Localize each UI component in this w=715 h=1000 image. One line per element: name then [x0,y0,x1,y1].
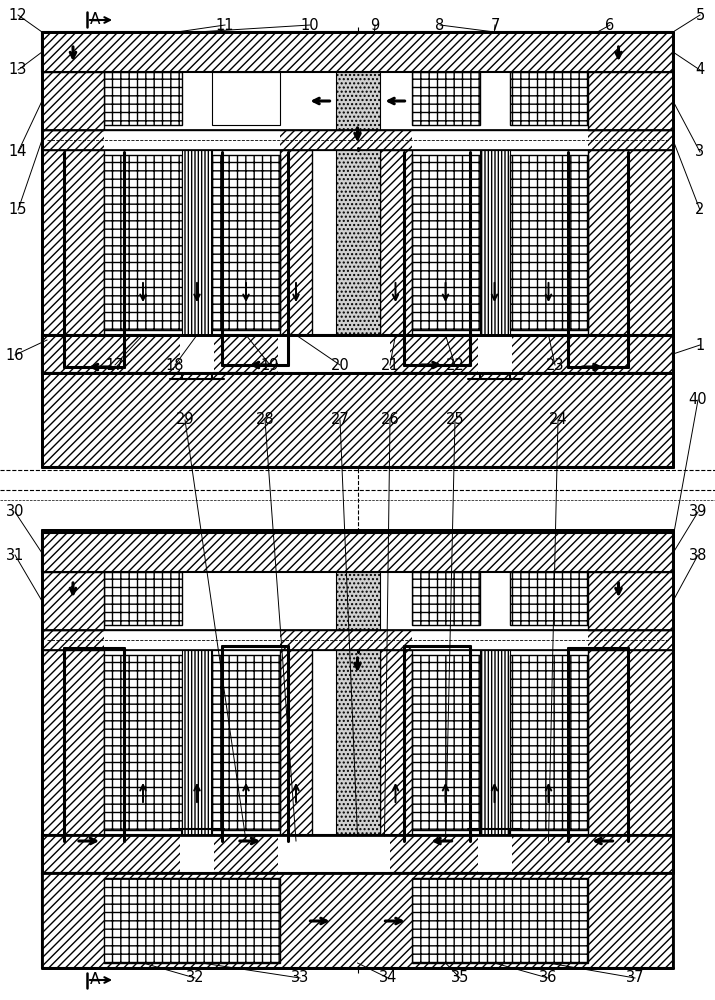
Text: 2: 2 [695,202,705,218]
Text: 38: 38 [689,548,707,562]
Bar [212,155,280,330]
Bar [104,630,280,650]
Bar [335,72,380,130]
Text: 39: 39 [689,504,707,520]
Text: 4: 4 [696,62,704,78]
Text: 9: 9 [370,17,380,32]
Bar [588,572,673,630]
Text: 7: 7 [490,17,500,32]
Bar [180,335,214,373]
Text: 1: 1 [696,338,704,353]
Text: A: A [90,972,100,988]
Bar [280,650,312,835]
Bar [42,32,673,72]
Bar [588,650,673,835]
Bar [480,650,510,835]
Bar [280,150,312,335]
Bar [478,335,511,373]
Bar [335,650,380,835]
Text: 15: 15 [9,202,27,218]
Text: 19: 19 [261,358,280,372]
Bar [182,150,212,335]
Text: 5: 5 [696,7,704,22]
Bar [42,72,104,130]
Text: 10: 10 [301,17,320,32]
Bar [104,572,182,625]
Text: 25: 25 [445,412,464,428]
Bar [412,155,480,330]
Bar [104,155,182,330]
Text: A: A [90,12,100,27]
Text: 14: 14 [9,144,27,159]
Bar [412,72,480,125]
Text: 21: 21 [380,358,399,372]
Bar [278,335,390,373]
Text: 24: 24 [548,412,567,428]
Bar [335,572,380,630]
Bar [42,373,673,467]
Bar [412,630,588,650]
Bar [42,630,673,650]
Bar [380,650,412,835]
Text: 6: 6 [606,17,615,32]
Bar [212,655,280,830]
Bar [412,130,588,150]
Bar [182,650,212,835]
Text: 32: 32 [186,970,204,986]
Bar [335,150,380,335]
Text: 31: 31 [6,548,24,562]
Bar [42,150,104,335]
Bar [510,155,588,330]
Bar [42,533,673,572]
Bar [278,835,390,873]
Bar [510,572,588,625]
Bar [104,130,280,150]
Bar [212,572,280,625]
Bar [412,572,480,625]
Bar [104,72,182,125]
Bar [104,655,182,830]
Text: 30: 30 [6,504,24,520]
Text: 23: 23 [546,358,564,372]
Text: 16: 16 [6,348,24,362]
Bar [510,655,588,830]
Bar [412,878,588,963]
Text: 12: 12 [9,7,27,22]
Text: 13: 13 [9,62,27,78]
Text: 18: 18 [166,358,184,372]
Text: 34: 34 [379,970,398,986]
Text: 35: 35 [451,970,469,986]
Bar [478,835,511,873]
Text: 26: 26 [380,412,399,428]
Bar [42,835,673,873]
Bar [42,130,673,150]
Text: 3: 3 [696,144,704,159]
Bar [212,72,280,125]
Text: 36: 36 [539,970,557,986]
Text: 33: 33 [291,970,309,986]
Text: 20: 20 [330,358,350,372]
Bar [480,150,510,335]
Text: 17: 17 [106,358,124,372]
Text: 11: 11 [216,17,235,32]
Text: 29: 29 [176,412,194,428]
Bar [42,335,673,373]
Bar [588,72,673,130]
Bar [510,72,588,125]
Bar [180,835,214,873]
Text: 22: 22 [445,358,464,372]
Bar [42,572,104,630]
Text: 8: 8 [435,17,445,32]
Bar [412,655,480,830]
Text: 28: 28 [256,412,275,428]
Text: 37: 37 [626,970,644,986]
Bar [588,150,673,335]
Bar [42,873,673,968]
Text: 40: 40 [689,392,707,408]
Bar [104,878,280,963]
Text: 27: 27 [330,412,350,428]
Bar [42,650,104,835]
Bar [380,150,412,335]
